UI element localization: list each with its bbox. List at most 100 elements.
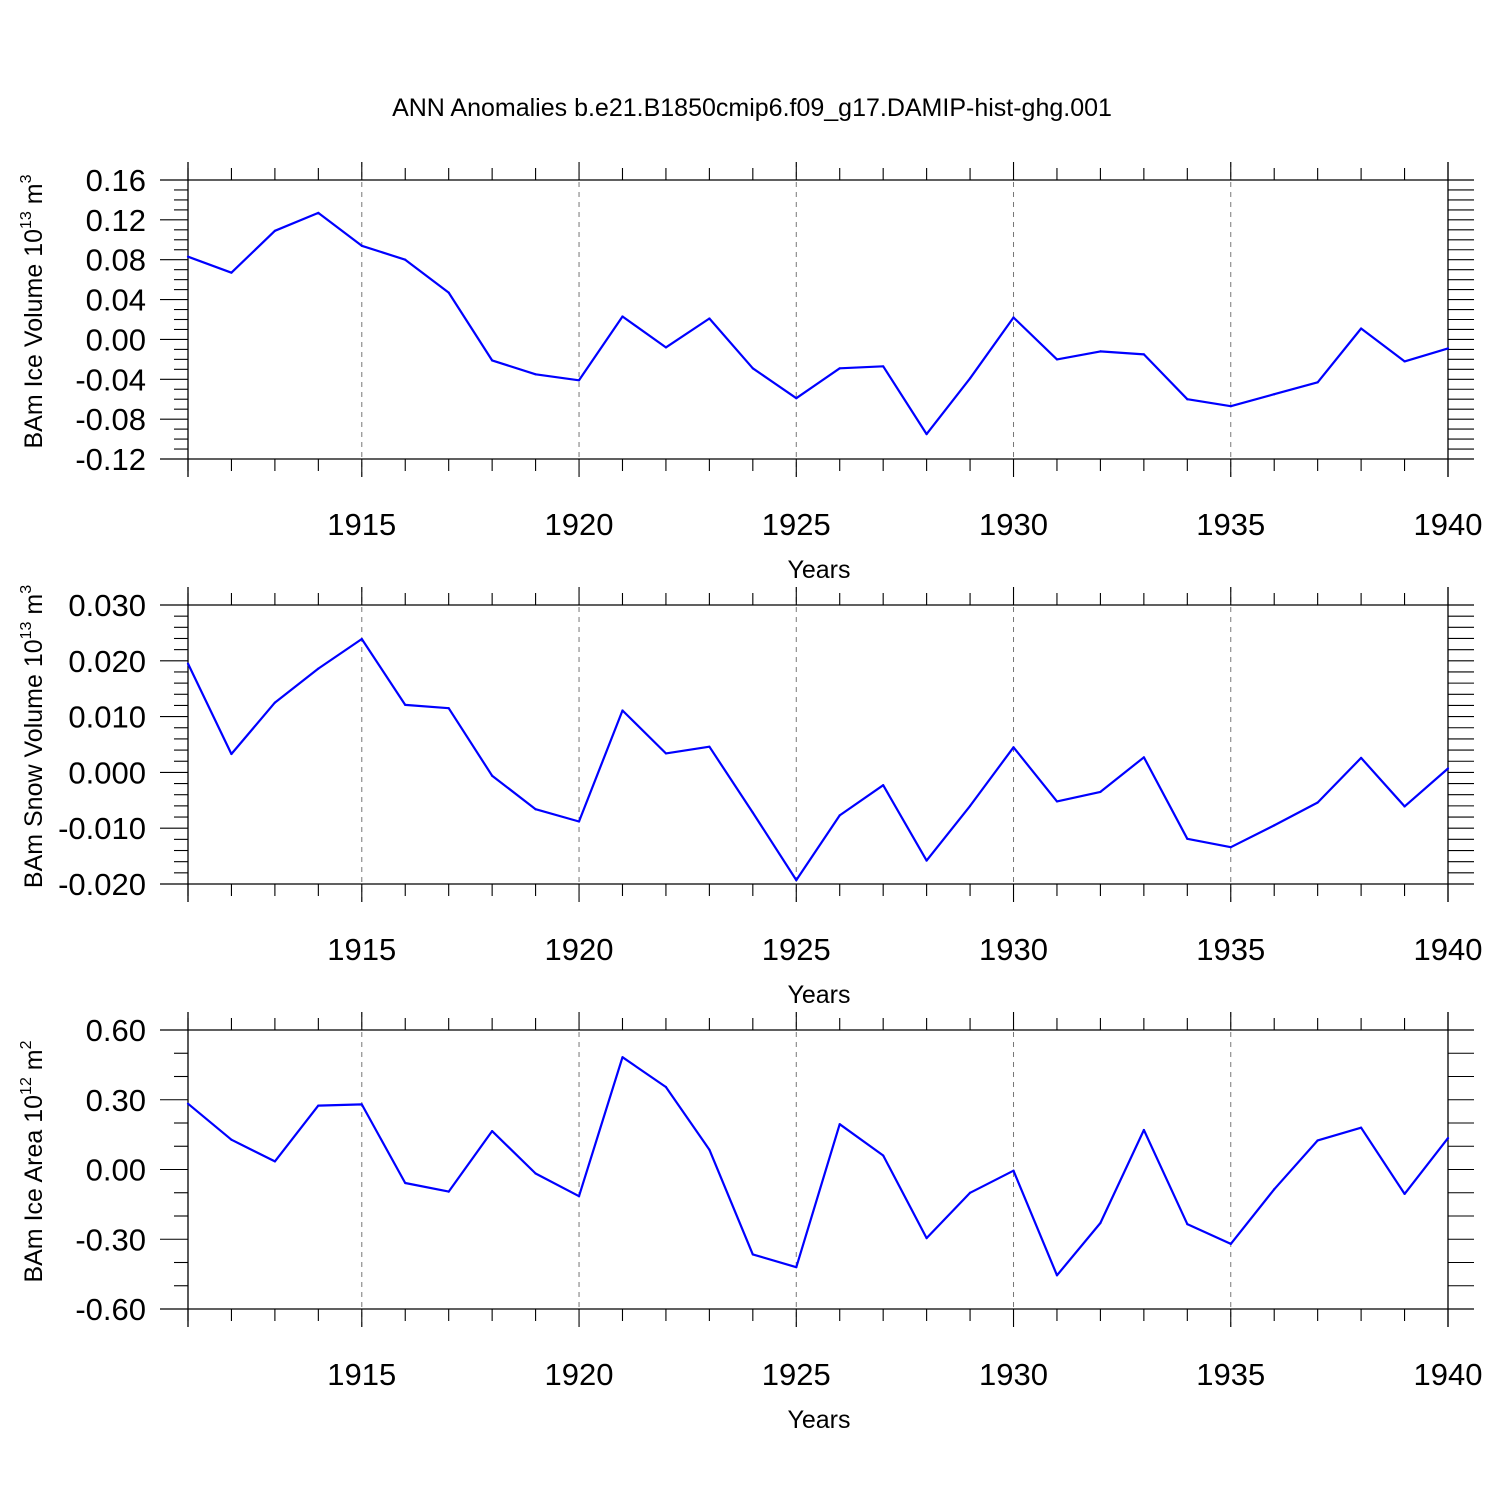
x-tick-label: 1930 xyxy=(979,1357,1048,1392)
y-tick-label: 0.00 xyxy=(86,322,146,357)
data-point xyxy=(577,379,581,382)
y-axis-title: BAm Snow Volume 1013 m3 xyxy=(18,585,48,888)
data-point xyxy=(1186,398,1189,401)
data-point xyxy=(882,1154,885,1157)
data-point xyxy=(968,1191,972,1194)
data-point xyxy=(882,784,885,787)
data-point xyxy=(838,814,841,817)
data-point xyxy=(1446,1137,1450,1140)
y-axis-title-unit: m xyxy=(20,183,48,211)
data-point xyxy=(708,745,711,748)
data-point xyxy=(1229,1242,1232,1245)
data-point xyxy=(447,1190,450,1193)
data-point xyxy=(708,1148,711,1151)
x-tick-label: 1925 xyxy=(762,932,831,967)
y-axis-title-unit: m xyxy=(20,1049,48,1077)
y-tick-label: -0.60 xyxy=(75,1292,146,1327)
y-axis-title-unit-exponent: 3 xyxy=(18,174,35,183)
chart-panel-1: 0.16 0.12 0.08 0.04 0.00 -0.04 -0.08 -0.12 1915 1… xyxy=(18,162,1482,584)
data-point xyxy=(1142,756,1145,759)
y-tick-label: 0.020 xyxy=(68,644,146,679)
data-point xyxy=(577,820,581,823)
data-point xyxy=(273,229,276,232)
y-axis-title: BAm Ice Volume 1013 m3 xyxy=(18,174,48,448)
panels: 0.16 0.12 0.08 0.04 0.00 -0.04 -0.08 -0.12 1915 1… xyxy=(18,162,1482,1434)
y-axis-title-exponent: 13 xyxy=(18,211,35,229)
data-point xyxy=(1055,800,1059,803)
data-point xyxy=(273,701,276,704)
data-point xyxy=(751,1253,754,1256)
x-tick-label: 1915 xyxy=(327,932,396,967)
data-point xyxy=(664,752,668,755)
data-point xyxy=(1273,824,1276,827)
data-point xyxy=(491,359,494,362)
data-point xyxy=(1012,316,1015,319)
data-point xyxy=(1360,1126,1363,1129)
data-point xyxy=(1229,846,1232,849)
data-point xyxy=(708,317,711,320)
data-point xyxy=(317,211,320,214)
data-point xyxy=(968,804,972,807)
x-tick-label: 1920 xyxy=(545,1357,614,1392)
y-axis-title-unit: m xyxy=(20,594,48,622)
data-point xyxy=(838,367,841,370)
data-point xyxy=(1055,1274,1059,1277)
data-point xyxy=(925,1236,928,1240)
x-tick-label: 1930 xyxy=(979,932,1048,967)
data-point xyxy=(1316,1139,1319,1142)
data-point xyxy=(534,808,537,811)
data-point xyxy=(404,703,407,706)
y-tick-label: 0.16 xyxy=(86,163,146,198)
y-tick-label: -0.08 xyxy=(75,402,146,437)
y-axis-title-exponent: 13 xyxy=(18,621,35,639)
x-tick-label: 1935 xyxy=(1196,1357,1265,1392)
data-point xyxy=(751,811,754,814)
data-point xyxy=(1273,393,1276,396)
y-axis-title: BAm Ice Area 1012 m2 xyxy=(18,1040,48,1282)
series-line xyxy=(187,637,1449,882)
series-line xyxy=(187,1056,1449,1277)
y-tick-label: -0.020 xyxy=(58,867,146,902)
y-tick-label: -0.30 xyxy=(75,1222,146,1257)
data-point xyxy=(230,1138,233,1141)
data-point xyxy=(360,244,363,247)
y-tick-label: 0.08 xyxy=(86,243,146,278)
data-point xyxy=(534,1172,537,1175)
data-point xyxy=(360,1103,363,1106)
data-point xyxy=(1099,790,1102,794)
data-point xyxy=(186,255,190,258)
data-point xyxy=(360,637,363,641)
data-point xyxy=(1360,327,1363,330)
y-tick-label: 0.60 xyxy=(86,1013,146,1048)
data-point xyxy=(404,1181,407,1185)
data-point xyxy=(534,373,537,376)
data-point xyxy=(186,662,190,665)
data-point xyxy=(795,1266,798,1269)
data-point xyxy=(404,258,407,261)
data-point xyxy=(795,397,798,400)
data-point xyxy=(621,1056,624,1059)
x-tick-label: 1930 xyxy=(979,507,1048,542)
y-axis-title-unit-exponent: 2 xyxy=(18,1040,35,1049)
x-tick-label: 1940 xyxy=(1414,932,1483,967)
y-axis-title-exponent: 12 xyxy=(18,1077,35,1095)
data-point xyxy=(621,709,624,712)
figure-title: ANN Anomalies b.e21.B1850cmip6.f09_g17.D… xyxy=(392,94,1112,122)
y-axis-title-main: BAm Ice Volume 10 xyxy=(20,229,48,449)
series-line xyxy=(187,211,1449,436)
data-point xyxy=(751,367,754,370)
y-tick-label: 0.04 xyxy=(86,283,146,318)
data-point xyxy=(1403,360,1406,363)
data-point xyxy=(1186,1223,1189,1226)
x-tick-label: 1925 xyxy=(762,507,831,542)
data-point xyxy=(447,707,450,710)
y-tick-label: 0.00 xyxy=(86,1153,146,1188)
data-point xyxy=(925,859,928,862)
data-point xyxy=(1142,353,1145,356)
y-axis-title-main: BAm Ice Area 10 xyxy=(20,1095,48,1283)
x-tick-label: 1915 xyxy=(327,507,396,542)
data-point xyxy=(1142,1128,1145,1132)
y-tick-label: 0.010 xyxy=(68,700,146,735)
x-tick-label: 1935 xyxy=(1196,932,1265,967)
